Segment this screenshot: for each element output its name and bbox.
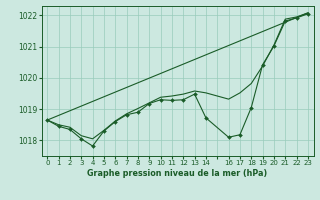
X-axis label: Graphe pression niveau de la mer (hPa): Graphe pression niveau de la mer (hPa): [87, 169, 268, 178]
